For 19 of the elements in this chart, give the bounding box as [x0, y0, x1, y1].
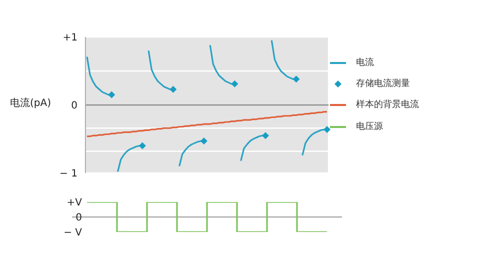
point — [324, 126, 330, 133]
legend-label: 样本的背景电流 — [356, 98, 419, 111]
legend-label: 电流 — [356, 56, 374, 69]
annotation: +V — [66, 198, 82, 208]
point — [108, 91, 116, 98]
y-axis-title: 电流(pA) — [10, 96, 51, 110]
point — [170, 86, 177, 93]
point — [231, 80, 238, 88]
point — [200, 138, 208, 145]
annotation: − V — [64, 228, 82, 238]
legend-label: 电压源 — [356, 120, 383, 133]
y-tick-label: +1 — [62, 32, 78, 44]
point — [262, 132, 269, 140]
y-tick-label: 0 — [71, 100, 78, 112]
point — [138, 142, 146, 150]
point — [292, 76, 300, 83]
line-series — [86, 111, 328, 138]
legend-label: 存储电流测量 — [356, 78, 410, 90]
y-tick-label: − 1 — [60, 168, 78, 180]
